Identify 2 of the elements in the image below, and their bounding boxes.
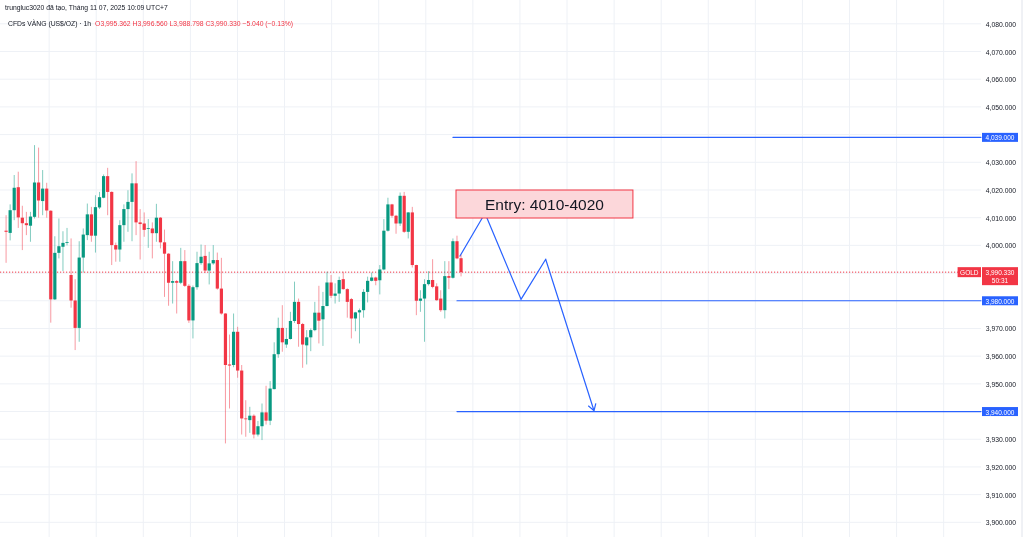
annotation: Entry: 4010-4020: [485, 195, 605, 213]
candlestick: [65, 227, 69, 246]
